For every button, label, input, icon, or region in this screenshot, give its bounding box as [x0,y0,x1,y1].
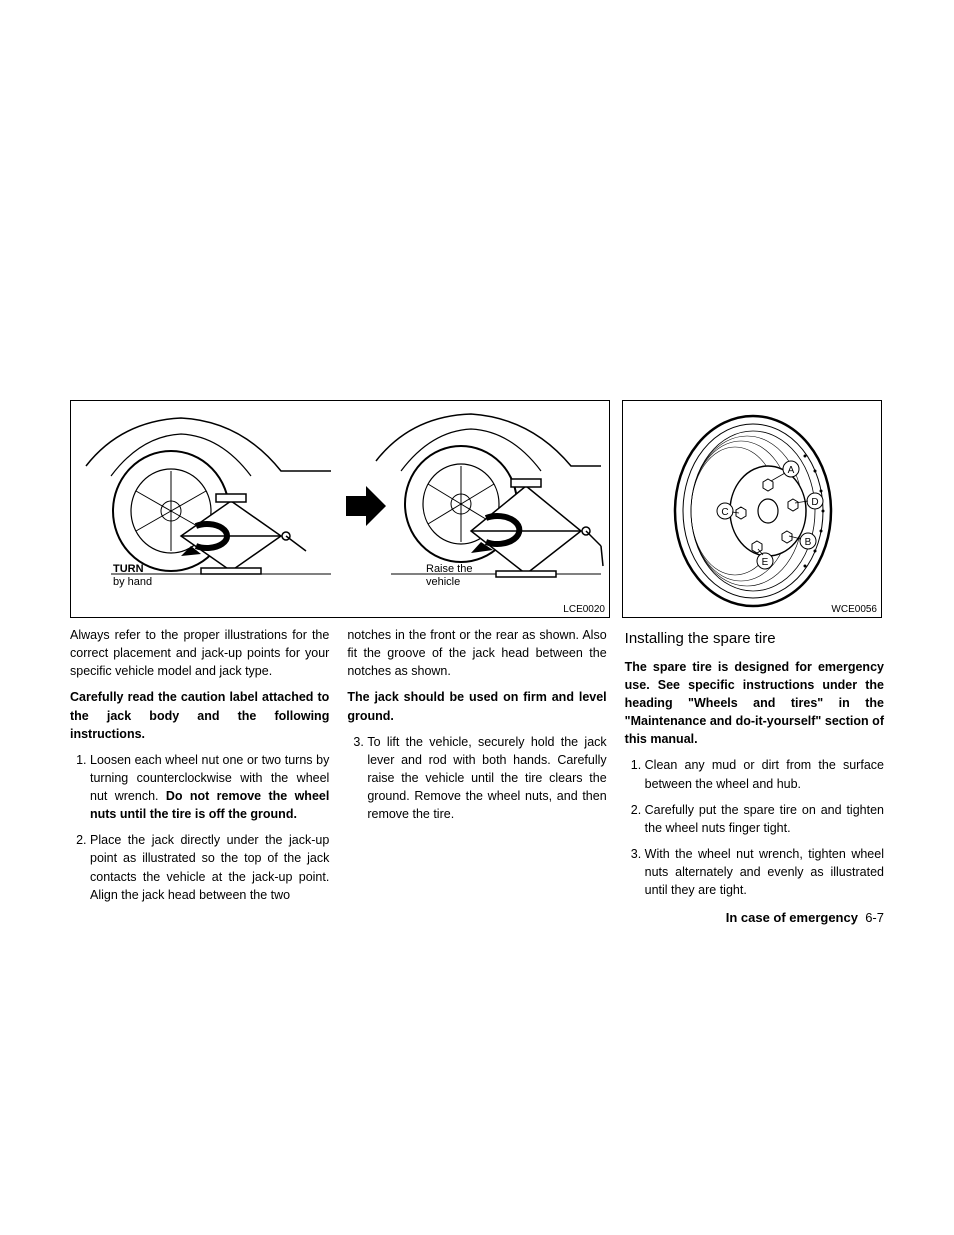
column-1: Always refer to the proper illustrations… [70,626,329,928]
svg-text:D: D [811,497,818,508]
figure-jack: TURN by hand Raise the vehicle LCE0020 [70,400,610,618]
list-item: To lift the vehicle, securely hold the j… [367,733,606,824]
fig-label-raise: Raise the vehicle [426,563,472,589]
page-footer: In case of emergency 6-7 [625,909,884,928]
svg-text:B: B [805,537,812,548]
paragraph: notches in the front or the rear as show… [347,626,606,680]
footer-page: 6-7 [865,910,884,925]
list-item: Carefully put the spare tire on and tigh… [645,801,884,837]
label-text: vehicle [426,576,460,588]
list-item: With the wheel nut wrench, tighten wheel… [645,845,884,899]
ordered-list: Clean any mud or dirt from the surface b… [625,756,884,899]
wheel-hub-svg: A D B E C [623,401,883,619]
list-item: Clean any mud or dirt from the surface b… [645,756,884,792]
column-2: notches in the front or the rear as show… [347,626,606,928]
figure-code: LCE0020 [563,604,605,615]
svg-text:E: E [762,557,769,568]
label-text: Raise the [426,563,472,575]
svg-text:C: C [721,507,728,518]
svg-text:A: A [788,465,795,476]
paragraph-bold: The spare tire is designed for emergency… [625,658,884,749]
paragraph-bold: The jack should be used on firm and leve… [347,688,606,724]
column-3: Installing the spare tire The spare tire… [625,626,884,928]
arrow-icon [346,486,386,526]
page-content: TURN by hand Raise the vehicle LCE0020 [70,400,884,928]
figure-wheel-hub: A D B E C WCE0056 [622,400,882,618]
label-text: by hand [113,576,152,588]
paragraph: Always refer to the proper illustrations… [70,626,329,680]
figure-code: WCE0056 [831,604,877,615]
paragraph-bold: Carefully read the caution label attache… [70,688,329,742]
fig-label-turn: TURN by hand [113,563,152,589]
list-item: Loosen each wheel nut one or two turns b… [90,751,329,824]
footer-section: In case of emergency [726,910,858,925]
figure-row: TURN by hand Raise the vehicle LCE0020 [70,400,884,618]
list-item: Place the jack directly under the jack-u… [90,831,329,904]
subtitle: Installing the spare tire [625,628,884,650]
ordered-list: Loosen each wheel nut one or two turns b… [70,751,329,904]
ordered-list: To lift the vehicle, securely hold the j… [347,733,606,824]
label-text: TURN [113,563,144,575]
text-columns: Always refer to the proper illustrations… [70,626,884,928]
